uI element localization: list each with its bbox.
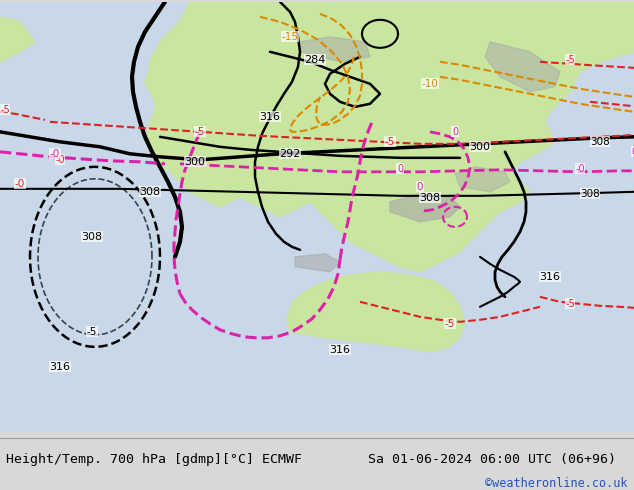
Text: 300: 300 [470,142,491,152]
Text: -5: -5 [195,127,205,137]
Text: -0: -0 [55,155,65,165]
Polygon shape [145,2,634,272]
Polygon shape [455,167,510,192]
Text: Height/Temp. 700 hPa [gdmp][°C] ECMWF: Height/Temp. 700 hPa [gdmp][°C] ECMWF [6,452,302,466]
Text: 308: 308 [139,187,160,197]
Text: Sa 01-06-2024 06:00 UTC (06+96): Sa 01-06-2024 06:00 UTC (06+96) [368,452,616,466]
Text: 300: 300 [184,157,205,167]
Text: 316: 316 [330,345,351,355]
Text: -10: -10 [422,79,439,89]
Text: 308: 308 [420,193,441,203]
Text: -5: -5 [0,105,10,115]
Text: 0: 0 [452,127,458,137]
Text: 0: 0 [397,164,403,174]
Text: -5: -5 [565,55,575,65]
Text: -0: -0 [575,164,585,174]
Text: -5: -5 [385,137,395,147]
Text: -5: -5 [565,299,575,309]
Polygon shape [438,82,458,102]
Text: -0: -0 [15,179,25,189]
Text: -0: -0 [50,149,60,159]
Text: 308: 308 [81,232,103,242]
Text: 292: 292 [280,149,301,159]
Text: 0: 0 [417,182,424,192]
Text: 308: 308 [590,137,610,147]
Polygon shape [458,102,482,124]
Text: -5: -5 [87,327,97,337]
Text: 316: 316 [49,362,70,372]
Polygon shape [287,272,465,352]
Text: 316: 316 [540,272,560,282]
Text: -5: -5 [445,319,455,329]
Text: 284: 284 [304,55,326,65]
Text: 308: 308 [580,189,600,199]
Polygon shape [485,42,560,92]
Polygon shape [0,17,35,62]
Text: -15: -15 [281,32,299,42]
Text: ©weatheronline.co.uk: ©weatheronline.co.uk [485,477,628,490]
Text: 0: 0 [631,147,634,157]
Polygon shape [450,62,480,92]
Polygon shape [390,194,460,222]
Polygon shape [300,37,370,62]
Polygon shape [295,254,340,272]
Text: 316: 316 [259,112,280,122]
